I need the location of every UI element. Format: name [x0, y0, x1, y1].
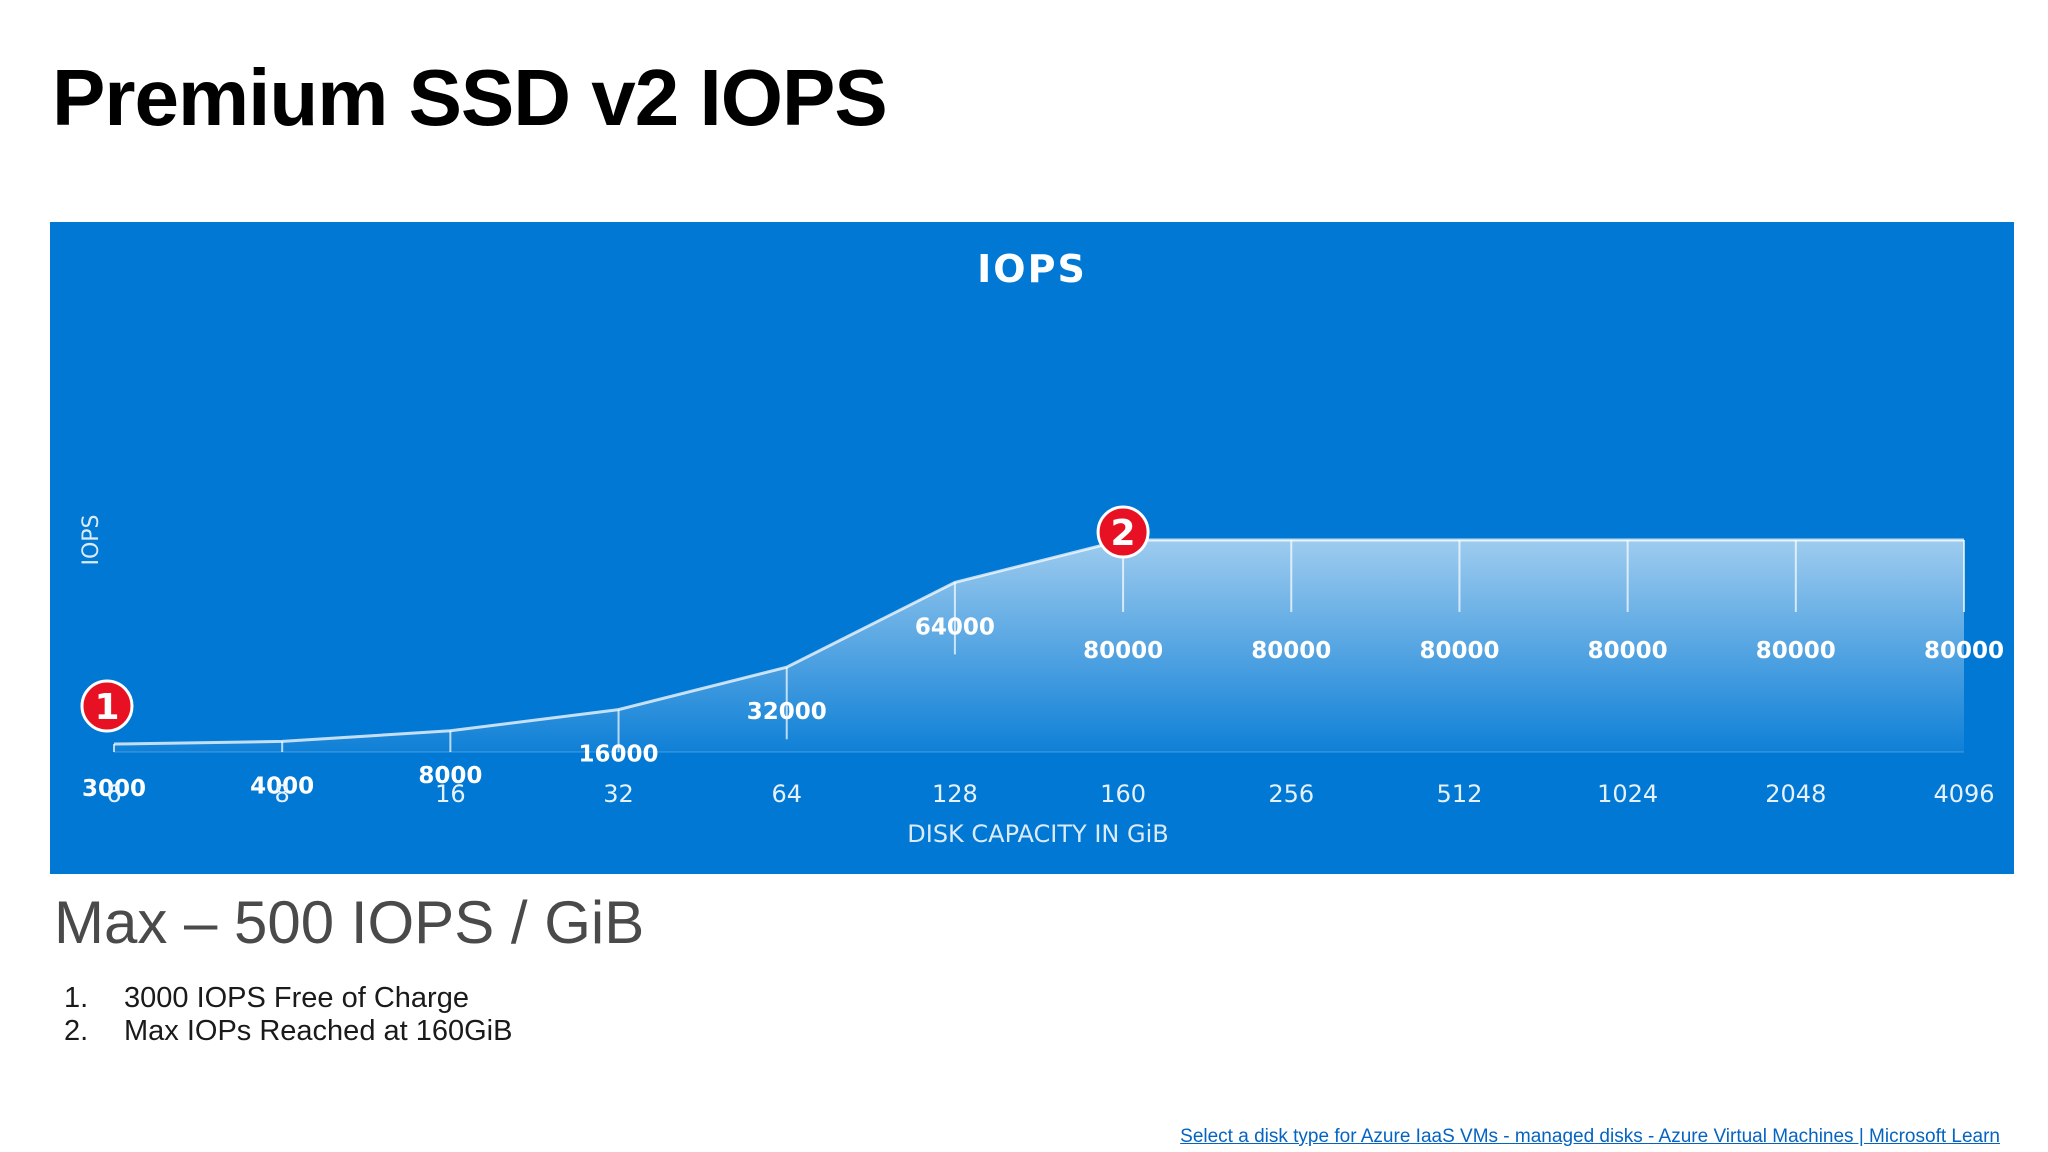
x-tick-label: 16 — [435, 780, 466, 808]
data-label: 4000 — [250, 773, 314, 799]
annotation-marker — [1096, 505, 1150, 559]
chart-panel: IOPS IOPS DISK CAPACITY IN GiB 3000 6 4000… — [50, 222, 2014, 874]
note-number: 2. — [64, 1015, 89, 1047]
data-label: 64000 — [915, 614, 995, 640]
slide-title: Premium SSD v2 IOPS — [52, 53, 888, 142]
x-tick-label: 32 — [603, 780, 634, 808]
data-label: 32000 — [747, 699, 827, 725]
x-tick-label: 512 — [1437, 780, 1483, 808]
data-label: 16000 — [579, 742, 659, 768]
note-item: 2. Max IOPs Reached at 160GiB — [64, 1015, 512, 1048]
x-axis-label: DISK CAPACITY IN GiB — [907, 820, 1168, 848]
x-tick-label: 6 — [106, 780, 121, 808]
data-label: 80000 — [1083, 638, 1163, 664]
source-link[interactable]: Select a disk type for Azure IaaS VMs - … — [1180, 1126, 2000, 1147]
data-label: 80000 — [1588, 638, 1668, 664]
iops-area — [114, 540, 1964, 752]
x-tick-label: 160 — [1100, 780, 1146, 808]
chart-title: IOPS — [977, 247, 1087, 291]
note-text: 3000 IOPS Free of Charge — [124, 982, 469, 1014]
note-number: 1. — [64, 982, 89, 1014]
notes-list: 1. 3000 IOPS Free of Charge 2. Max IOPs … — [64, 982, 512, 1048]
note-text: Max IOPs Reached at 160GiB — [124, 1015, 513, 1047]
annotation-marker — [80, 679, 134, 733]
data-label: 80000 — [1924, 638, 2004, 664]
data-label: 80000 — [1419, 638, 1499, 664]
x-tick-label: 256 — [1268, 780, 1314, 808]
y-axis-label: IOPS — [79, 514, 104, 565]
data-label: 8000 — [418, 763, 482, 789]
note-item: 1. 3000 IOPS Free of Charge — [64, 982, 512, 1015]
x-tick-label: 64 — [771, 780, 802, 808]
x-tick-label: 128 — [932, 780, 978, 808]
annotation-marker-label: 1 — [94, 687, 119, 728]
x-tick-label: 1024 — [1597, 780, 1658, 808]
annotation-marker-label: 2 — [1111, 513, 1136, 554]
iops-line — [113, 538, 1964, 746]
x-tick-label: 4096 — [1933, 780, 1994, 808]
data-label: 80000 — [1756, 638, 1836, 664]
x-tick-label: 2048 — [1765, 780, 1826, 808]
data-label: 3000 — [82, 776, 146, 802]
data-label: 80000 — [1251, 638, 1331, 664]
x-tick-label: 8 — [275, 780, 290, 808]
slide-subtitle: Max – 500 IOPS / GiB — [54, 889, 645, 956]
